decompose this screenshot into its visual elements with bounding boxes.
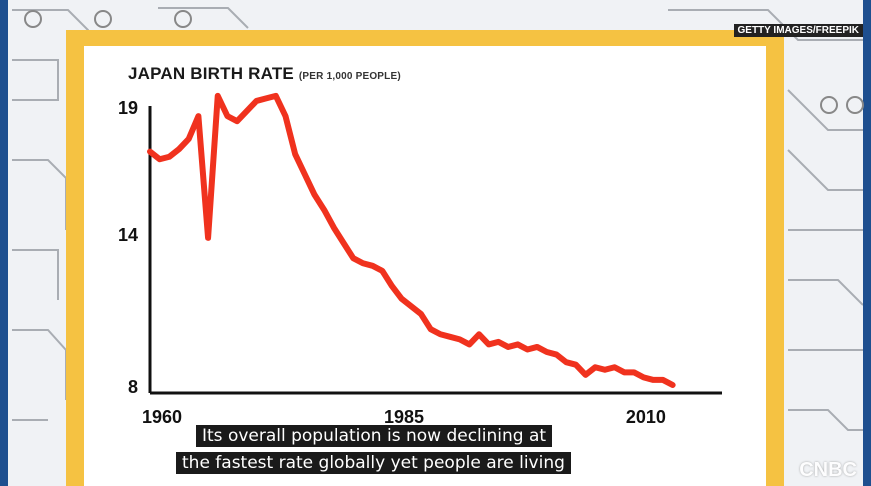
data-point xyxy=(439,333,441,335)
birth-rate-line xyxy=(147,92,676,388)
data-point xyxy=(207,237,209,239)
data-point xyxy=(594,366,596,368)
data-point xyxy=(333,227,335,229)
image-credit: GETTY IMAGES/FREEPIK xyxy=(733,24,863,37)
data-point xyxy=(662,379,664,381)
chart-title-text: JAPAN BIRTH RATE xyxy=(128,64,294,83)
data-point xyxy=(546,351,548,353)
data-point xyxy=(168,156,170,158)
circuit-node-icon xyxy=(94,10,112,28)
data-point xyxy=(430,328,432,330)
data-point xyxy=(575,364,577,366)
subtitle-caption-line-2: the fastest rate globally yet people are… xyxy=(176,452,571,474)
data-point xyxy=(343,242,345,244)
data-point xyxy=(352,257,354,259)
data-point xyxy=(314,194,316,196)
chart-subtitle: (PER 1,000 PEOPLE) xyxy=(298,71,401,82)
cnbc-logo: CNBC xyxy=(799,459,857,481)
data-point xyxy=(614,366,616,368)
data-point xyxy=(197,115,199,117)
data-point xyxy=(672,384,674,386)
data-point xyxy=(159,158,161,160)
circuit-node-icon xyxy=(846,96,864,114)
data-point xyxy=(420,313,422,315)
data-point xyxy=(565,361,567,363)
data-point xyxy=(478,333,480,335)
data-point xyxy=(294,153,296,155)
data-point xyxy=(623,371,625,373)
data-point xyxy=(488,343,490,345)
data-point xyxy=(633,371,635,373)
data-point xyxy=(381,270,383,272)
data-point xyxy=(178,148,180,150)
data-point xyxy=(526,348,528,350)
circuit-node-icon xyxy=(820,96,838,114)
data-point xyxy=(468,343,470,345)
data-point xyxy=(536,346,538,348)
left-side-bar xyxy=(0,0,8,486)
data-point xyxy=(585,374,587,376)
data-point xyxy=(556,354,557,356)
data-point xyxy=(643,376,645,378)
data-point xyxy=(217,95,219,97)
data-point xyxy=(391,285,393,287)
data-point xyxy=(401,298,403,300)
data-point xyxy=(604,369,606,371)
data-point xyxy=(362,262,364,264)
data-point xyxy=(449,336,451,338)
data-point xyxy=(265,97,267,99)
right-side-bar xyxy=(863,0,871,486)
data-point xyxy=(255,100,257,102)
y-tick-label: 8 xyxy=(128,377,138,397)
circuit-node-icon xyxy=(24,10,42,28)
data-point xyxy=(372,265,374,267)
y-tick-label: 14 xyxy=(118,225,138,245)
x-tick-label: 1960 xyxy=(142,407,182,427)
data-point xyxy=(304,173,306,175)
data-point xyxy=(246,110,248,112)
data-point xyxy=(226,115,228,117)
data-point xyxy=(459,338,461,340)
data-point xyxy=(410,305,412,307)
circuit-node-icon xyxy=(174,10,192,28)
x-tick-label: 2010 xyxy=(626,407,666,427)
chart-title: JAPAN BIRTH RATE (PER 1,000 PEOPLE) xyxy=(128,64,401,84)
data-point xyxy=(507,346,509,348)
data-point xyxy=(149,151,151,153)
data-point xyxy=(497,341,499,343)
x-tick-label: 1985 xyxy=(384,407,424,427)
subtitle-caption-line-1: Its overall population is now declining … xyxy=(196,425,553,447)
data-point xyxy=(285,115,286,117)
data-point xyxy=(652,379,654,381)
data-point xyxy=(188,138,190,140)
data-point xyxy=(323,209,325,211)
data-point xyxy=(517,343,519,345)
data-point xyxy=(236,120,238,122)
y-tick-label: 19 xyxy=(118,98,138,118)
data-point xyxy=(275,95,277,97)
